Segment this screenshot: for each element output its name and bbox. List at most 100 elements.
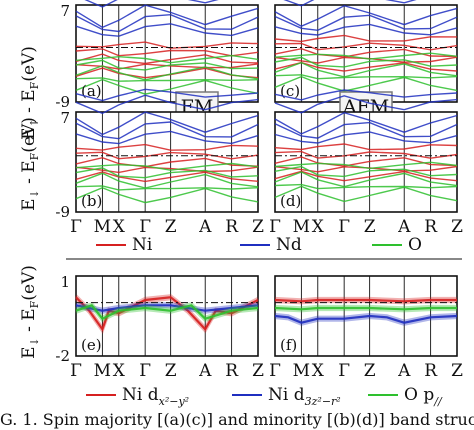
panel-a: 7-9(a)FM bbox=[55, 0, 259, 121]
y-tick-label: 7 bbox=[60, 2, 70, 20]
y-axis-label-upper: E↑ - EF(eV) bbox=[19, 46, 41, 140]
band-line bbox=[274, 161, 458, 170]
k-point-label: Γ bbox=[70, 217, 82, 237]
legend-bottom: Ni dx²−y² Ni d3z²−r² O p// bbox=[86, 385, 443, 408]
legend-label: O p// bbox=[404, 385, 443, 408]
band-line bbox=[75, 301, 259, 319]
y-tick-label: 7 bbox=[60, 109, 70, 127]
legend-label: O bbox=[408, 235, 422, 255]
band-line bbox=[274, 314, 458, 324]
legend-label: Ni bbox=[132, 235, 153, 255]
svg-text:E↑ - EF(eV): E↑ - EF(eV) bbox=[19, 46, 41, 140]
band-line bbox=[274, 316, 458, 326]
series-ni-dx-y- bbox=[274, 296, 457, 305]
series-ni-d3z-r- bbox=[75, 302, 259, 314]
k-point-label: R bbox=[225, 361, 239, 381]
band-line bbox=[75, 296, 259, 332]
band-line bbox=[75, 54, 259, 64]
k-point-label: Z bbox=[451, 361, 463, 381]
panel-label: (e) bbox=[81, 336, 102, 354]
legend-label: Nd bbox=[276, 235, 302, 255]
k-point-label: Z bbox=[165, 361, 177, 381]
y-axis-label-middle: E↓ - EF(eV) bbox=[19, 117, 41, 211]
figure-caption: G. 1. Spin majority [(a)(c)] and minorit… bbox=[0, 410, 474, 429]
band-line bbox=[75, 151, 259, 160]
k-point-label: Z bbox=[451, 217, 463, 237]
band-line bbox=[75, 64, 259, 81]
svg-text:E↓ - EF(eV): E↓ - EF(eV) bbox=[19, 117, 41, 211]
band-line bbox=[74, 297, 259, 335]
panel-e: 1 -2 (e) bbox=[55, 273, 259, 365]
band-line bbox=[75, 23, 259, 37]
k-point-label: R bbox=[424, 361, 438, 381]
panel-c: 7-9(c)AFM bbox=[274, 0, 458, 121]
legend-item: Ni dx²−y² bbox=[86, 385, 189, 408]
band-line bbox=[75, 78, 259, 95]
band-line bbox=[274, 56, 458, 64]
band-line bbox=[75, 77, 259, 82]
band-line bbox=[75, 304, 259, 321]
panel-label: (b) bbox=[81, 192, 102, 210]
band-line bbox=[274, 47, 458, 58]
series-nd bbox=[75, 0, 259, 37]
panel-label: (a) bbox=[81, 82, 102, 100]
series-ni bbox=[274, 143, 458, 182]
band-line bbox=[75, 130, 259, 145]
k-point-label: R bbox=[424, 217, 438, 237]
k-point-label: Γ bbox=[70, 361, 82, 381]
band-line bbox=[274, 150, 458, 159]
band-line bbox=[274, 296, 457, 302]
svg-text:E↓ - EF(eV): E↓ - EF(eV) bbox=[19, 265, 41, 359]
band-line bbox=[274, 4, 458, 27]
band-line bbox=[274, 143, 458, 151]
k-point-label: A bbox=[397, 361, 411, 381]
band-line bbox=[274, 131, 458, 144]
k-point-label: X bbox=[113, 217, 126, 237]
legend-item: O bbox=[372, 235, 422, 255]
band-line bbox=[274, 89, 458, 101]
k-point-label: M bbox=[293, 361, 310, 381]
k-point-label: X bbox=[312, 217, 325, 237]
band-line bbox=[274, 298, 457, 303]
k-point-label: X bbox=[312, 361, 325, 381]
k-point-label: M bbox=[293, 217, 310, 237]
band-line bbox=[75, 59, 259, 71]
k-point-label: Γ bbox=[269, 217, 281, 237]
panel-d: 7-9(d) bbox=[274, 89, 458, 213]
legend-item: Ni d3z²−r² bbox=[232, 385, 341, 408]
k-point-label: Z bbox=[364, 217, 376, 237]
band-line bbox=[274, 61, 458, 78]
k-point-label: Γ bbox=[269, 361, 281, 381]
band-line bbox=[75, 171, 259, 183]
k-point-label: A bbox=[198, 361, 212, 381]
band-line bbox=[274, 34, 458, 43]
series-o-p- bbox=[75, 301, 259, 323]
band-line bbox=[75, 186, 259, 204]
y-axis-label-lower: E↓ - EF(eV) bbox=[19, 265, 41, 359]
band-line bbox=[274, 52, 458, 60]
series-o-p- bbox=[274, 304, 457, 313]
band-line bbox=[274, 74, 458, 80]
band-line bbox=[75, 143, 259, 151]
panel-label: (d) bbox=[280, 192, 301, 210]
series-nd bbox=[274, 89, 458, 144]
panel-b: 7-9(b) bbox=[55, 88, 259, 221]
band-line bbox=[75, 162, 259, 171]
legend-top: Ni Nd O bbox=[96, 235, 422, 255]
band-line bbox=[75, 304, 259, 312]
band-line bbox=[274, 95, 458, 114]
band-line bbox=[274, 308, 457, 313]
y-tick-label: -2 bbox=[55, 347, 70, 365]
band-line bbox=[75, 48, 259, 57]
band-line bbox=[75, 13, 259, 33]
band-line bbox=[274, 306, 457, 311]
band-line bbox=[274, 183, 458, 190]
band-line bbox=[75, 305, 259, 323]
band-line bbox=[274, 165, 458, 178]
k-point-label: Γ bbox=[338, 361, 350, 381]
series-nd bbox=[75, 88, 259, 145]
band-line bbox=[75, 121, 259, 140]
k-point-label: A bbox=[397, 217, 411, 237]
band-line bbox=[274, 121, 458, 139]
k-point-label: Γ bbox=[338, 217, 350, 237]
